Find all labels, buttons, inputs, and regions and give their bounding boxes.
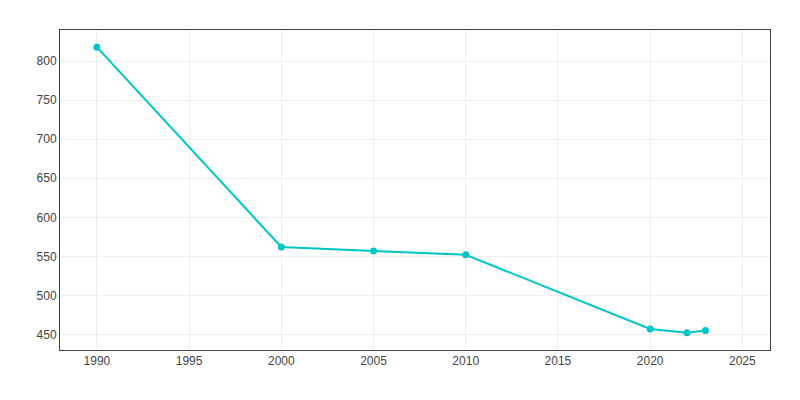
- svg-text:450: 450: [37, 328, 57, 342]
- svg-text:700: 700: [37, 132, 57, 146]
- svg-text:2000: 2000: [268, 354, 295, 368]
- svg-text:2020: 2020: [637, 354, 664, 368]
- svg-text:1995: 1995: [176, 354, 203, 368]
- svg-text:2015: 2015: [545, 354, 572, 368]
- svg-text:800: 800: [37, 54, 57, 68]
- svg-text:2010: 2010: [452, 354, 479, 368]
- svg-text:750: 750: [37, 93, 57, 107]
- svg-text:500: 500: [37, 289, 57, 303]
- svg-text:600: 600: [37, 211, 57, 225]
- svg-text:550: 550: [37, 250, 57, 264]
- svg-text:650: 650: [37, 171, 57, 185]
- svg-text:2005: 2005: [360, 354, 387, 368]
- svg-text:2025: 2025: [729, 354, 756, 368]
- svg-text:1990: 1990: [84, 354, 111, 368]
